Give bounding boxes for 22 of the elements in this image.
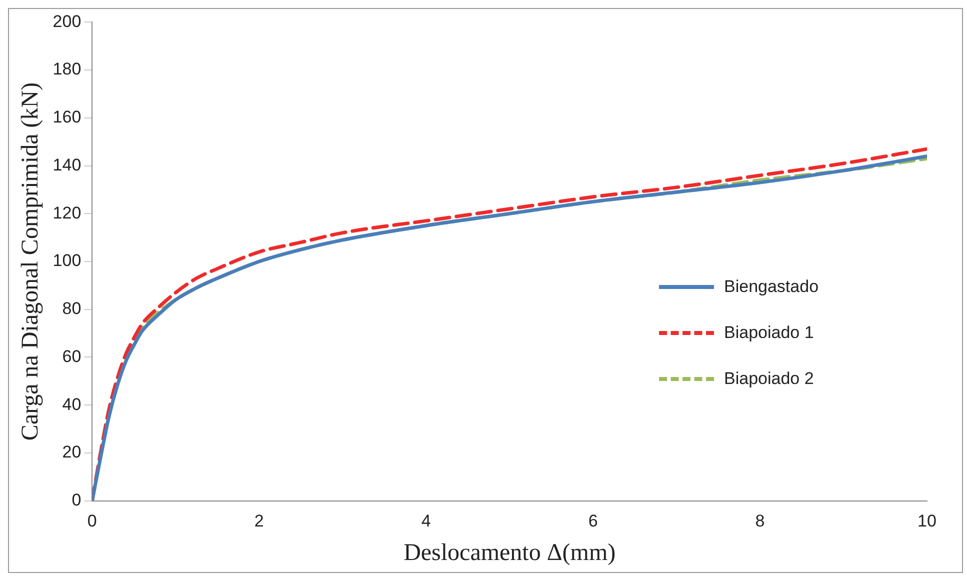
legend-label: Biapoiado 1	[724, 323, 814, 343]
x-axis-title: Deslocamento Δ(mm)	[404, 540, 616, 566]
x-tick-label: 8	[755, 512, 765, 531]
y-tick-label: 40	[62, 394, 82, 414]
y-axis-title: Carga na Diagonal Comprimida (kN)	[18, 82, 44, 441]
y-tick-label: 100	[52, 251, 82, 270]
x-tick-label: 0	[87, 512, 97, 531]
y-tick-label: 0	[72, 490, 82, 510]
y-tick-label: 140	[52, 155, 82, 174]
x-tick-label: 4	[421, 512, 431, 531]
x-tick-label: 2	[254, 512, 264, 531]
y-tick-label: 20	[62, 442, 82, 462]
legend-label: Biapoiado 2	[724, 369, 814, 389]
y-tick-label: 180	[52, 60, 82, 79]
y-tick-label: 80	[62, 299, 82, 318]
y-tick-label: 160	[52, 108, 82, 127]
y-tick-label: 60	[62, 346, 82, 366]
legend-label: Biengastado	[724, 277, 819, 297]
y-tick-label: 120	[52, 203, 82, 222]
x-tick-label: 6	[588, 512, 598, 531]
y-tick-label: 200	[52, 12, 82, 31]
x-tick-label: 10	[918, 512, 936, 531]
